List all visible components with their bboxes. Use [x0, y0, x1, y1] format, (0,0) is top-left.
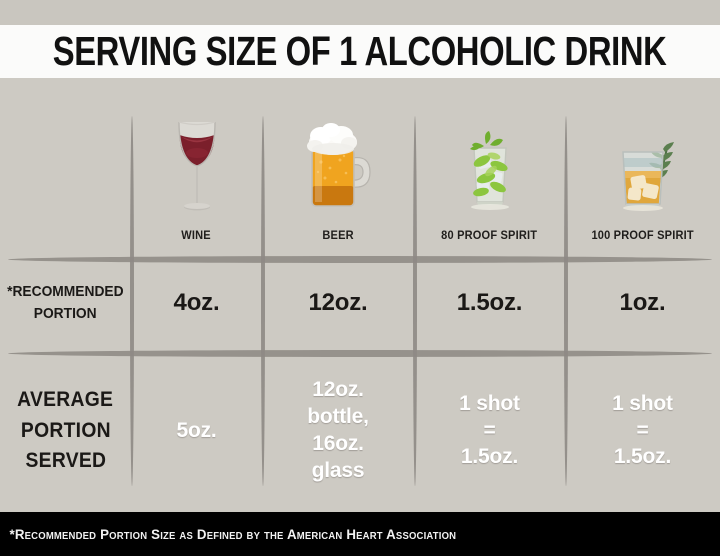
column-divider-4 — [564, 116, 568, 486]
column-header-label: BEER — [322, 228, 354, 242]
row-header-recommended-portion: *RECOMMENDED PORTION — [0, 256, 131, 350]
column-header-beer: BEER — [262, 78, 414, 256]
cell-value: glass — [311, 458, 365, 482]
row-label-line: *RECOMMENDED — [7, 283, 124, 301]
wine-glass-icon — [166, 112, 228, 220]
column-header-label: WINE — [181, 228, 212, 242]
cell-recommended-100-proof: 1oz. — [565, 256, 720, 350]
cell-recommended-wine: 4oz. — [131, 256, 262, 350]
comparison-table: WINE — [0, 78, 720, 512]
column-divider-3 — [413, 116, 417, 486]
cell-recommended-80-proof: 1.5oz. — [414, 256, 565, 350]
divider-line-1 — [8, 256, 712, 263]
cell-value: 12oz. — [312, 378, 364, 402]
cell-value: 1.5oz. — [456, 289, 523, 316]
row-label-line: AVERAGE — [17, 388, 114, 412]
cell-value: 12oz. — [308, 289, 368, 316]
page-title: SERVING SIZE OF 1 ALCOHOLIC DRINK — [53, 28, 667, 74]
divider-line-2 — [8, 350, 712, 357]
column-header-100-proof-spirit: 100 PROOF SPIRIT — [565, 78, 720, 256]
whiskey-glass-icon — [607, 112, 679, 220]
cell-value: 4oz. — [173, 289, 220, 316]
title-band: SERVING SIZE OF 1 ALCOHOLIC DRINK — [0, 25, 720, 78]
cell-value: 1 shot — [459, 391, 520, 415]
column-header-wine: WINE — [131, 78, 262, 256]
cell-average-100-proof: 1 shot = 1.5oz. — [565, 350, 720, 512]
column-header-80-proof-spirit: 80 PROOF SPIRIT — [414, 78, 565, 256]
row-label-line: PORTION — [34, 305, 97, 322]
column-divider-2 — [261, 116, 265, 486]
table-corner-cell — [0, 78, 131, 256]
cell-average-beer: 12oz. bottle, 16oz. glass — [262, 350, 414, 512]
cell-value: 1.5oz. — [460, 445, 519, 469]
column-header-label: 80 PROOF SPIRIT — [441, 228, 538, 242]
table-grid: WINE — [0, 78, 720, 512]
beer-mug-icon — [299, 112, 377, 220]
mojito-glass-icon — [456, 112, 524, 220]
cell-value: = — [483, 418, 496, 442]
cell-recommended-beer: 12oz. — [262, 256, 414, 350]
cell-average-80-proof: 1 shot = 1.5oz. — [414, 350, 565, 512]
column-header-label: 100 PROOF SPIRIT — [591, 228, 694, 242]
cell-value: = — [636, 418, 649, 442]
cell-value: bottle, — [307, 405, 369, 429]
footer-bar: *Recommended Portion Size as Defined by … — [0, 512, 720, 556]
cell-value: 16oz. — [312, 432, 364, 455]
footnote-text: *Recommended Portion Size as Defined by … — [9, 526, 457, 542]
cell-value: 5oz. — [176, 418, 217, 442]
cell-value: 1 shot — [612, 391, 673, 415]
row-label-line: PORTION — [20, 418, 111, 442]
column-divider-1 — [130, 116, 134, 486]
cell-average-wine: 5oz. — [131, 350, 262, 512]
row-header-average-portion-served: AVERAGE PORTION SERVED — [0, 350, 131, 512]
cell-value: 1.5oz. — [613, 445, 672, 469]
cell-value: 1oz. — [619, 289, 666, 316]
row-label-line: SERVED — [25, 449, 106, 473]
